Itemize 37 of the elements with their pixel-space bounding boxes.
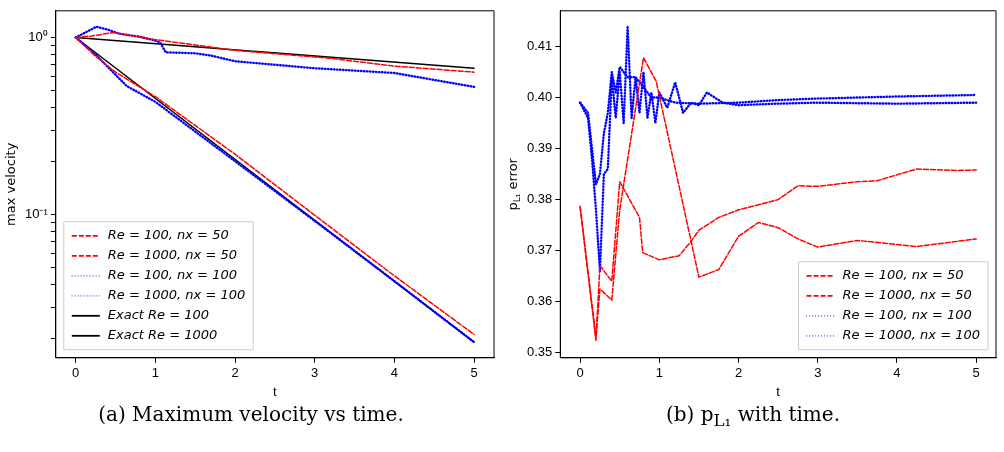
y-tick-label: 0.36 — [526, 293, 553, 309]
x-tick-label: 0 — [72, 365, 80, 381]
legend-label: Re = 1000, nx = 50 — [842, 287, 972, 303]
x-tick-label: 4 — [390, 365, 399, 381]
x-tick-label: 2 — [231, 365, 239, 381]
y-tick-label: 0.39 — [526, 140, 553, 156]
x-tick-label: 5 — [972, 365, 980, 381]
x-tick-label: 0 — [576, 365, 584, 381]
x-axis-title: t — [776, 383, 781, 399]
y-tick-label: 0.38 — [526, 191, 553, 207]
y-tick-label: 0.37 — [526, 242, 553, 258]
x-tick-label: 1 — [151, 365, 159, 381]
y-axis-title: pL₁ error — [505, 157, 523, 211]
y-tick-label: 0.40 — [526, 89, 553, 105]
y-tick-label: 0.41 — [526, 38, 553, 54]
legend-label: Re = 100, nx = 100 — [842, 307, 972, 323]
legend-label: Re = 100, nx = 50 — [842, 267, 964, 283]
text: (b) p$_{L₁}$ with time. — [664, 402, 842, 430]
legend-label: Re = 1000, nx = 50 — [107, 247, 237, 263]
y-tick-label: 10⁻¹ — [24, 206, 49, 222]
y-tick-label: 0.35 — [526, 344, 553, 360]
x-axis-title: t — [273, 383, 278, 399]
y-axis-title: max velocity — [3, 142, 19, 226]
x-tick-label: 1 — [655, 365, 663, 381]
legend-label: Exact Re = 1000 — [107, 327, 218, 343]
legend-label: Re = 1000, nx = 100 — [107, 287, 246, 303]
x-tick-label: 2 — [734, 365, 743, 381]
legend-label: Re = 1000, nx = 100 — [842, 327, 981, 343]
x-tick-label: 4 — [893, 365, 901, 381]
x-tick-label: 5 — [470, 365, 478, 381]
legend-label: Exact Re = 100 — [107, 307, 210, 323]
text: (a) Maximum velocity vs time. — [97, 402, 405, 426]
legend-label: Re = 100, nx = 100 — [107, 267, 237, 283]
x-tick-label: 3 — [311, 365, 319, 381]
legend-label: Re = 100, nx = 50 — [107, 227, 229, 243]
x-tick-label: 3 — [814, 365, 822, 381]
y-tick-label: 10⁰ — [28, 29, 48, 45]
